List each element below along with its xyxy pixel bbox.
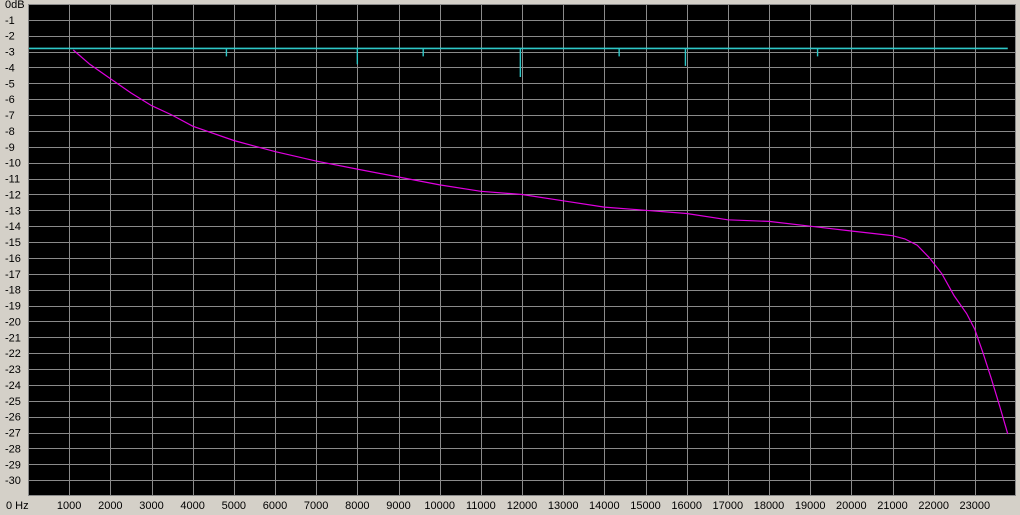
y-tick-label: -24 [5, 380, 21, 392]
x-tick-label: 3000 [139, 500, 163, 512]
x-tick-label: 12000 [507, 500, 538, 512]
x-tick-label: 23000 [960, 500, 991, 512]
x-tick-label: 20000 [836, 500, 867, 512]
x-tick-label: 4000 [180, 500, 204, 512]
x-tick-label: 19000 [795, 500, 826, 512]
y-tick-label: -27 [5, 428, 21, 440]
x-tick-label: 7000 [304, 500, 328, 512]
grid-lines [28, 4, 1016, 496]
y-tick-label: -7 [5, 110, 15, 122]
x-tick-label: 0 Hz [6, 500, 29, 512]
y-tick-label: -22 [5, 348, 21, 360]
x-tick-label: 2000 [98, 500, 122, 512]
x-axis-labels: 0 Hz 1000 2000 3000 4000 5000 6000 7000 8000 9000… [6, 500, 990, 512]
x-tick-label: 14000 [589, 500, 620, 512]
x-tick-label: 11000 [466, 500, 496, 512]
x-tick-label: 22000 [918, 500, 949, 512]
y-tick-label: -15 [5, 237, 21, 249]
y-tick-label: -11 [5, 174, 20, 186]
y-tick-label: -9 [5, 142, 15, 154]
y-tick-label: -19 [5, 301, 21, 313]
x-tick-label: 10000 [424, 500, 455, 512]
primary-series-line [72, 49, 1009, 435]
y-tick-label: -14 [5, 221, 21, 233]
y-axis-labels: 0dB -1 -2 -3 -4 -5 -6 -7 -8 -9 -10 -11 -12 -13 -14 -15 -… [5, 0, 25, 487]
y-tick-label: -30 [5, 475, 21, 487]
x-tick-label: 13000 [548, 500, 579, 512]
y-tick-label: -10 [5, 158, 21, 170]
y-tick-label: -21 [5, 332, 21, 344]
y-tick-label: -13 [5, 205, 21, 217]
y-tick-label: -28 [5, 443, 21, 455]
x-tick-label: 16000 [671, 500, 702, 512]
y-tick-label: -2 [5, 31, 15, 43]
y-tick-label: -8 [5, 126, 15, 138]
x-tick-label: 15000 [630, 500, 661, 512]
series-layer [28, 47, 1009, 435]
x-tick-label: 6000 [263, 500, 287, 512]
y-tick-label: -23 [5, 364, 21, 376]
x-tick-label: 1000 [57, 500, 81, 512]
y-tick-label: -25 [5, 396, 21, 408]
y-tick-label: -16 [5, 253, 21, 265]
y-tick-label: -3 [5, 47, 15, 59]
x-tick-label: 8000 [345, 500, 369, 512]
x-tick-label: 21000 [877, 500, 908, 512]
y-tick-label: -6 [5, 94, 15, 106]
y-tick-label: -18 [5, 285, 21, 297]
y-tick-label: -20 [5, 316, 21, 328]
x-tick-label: 5000 [222, 500, 246, 512]
y-tick-label: -17 [5, 269, 21, 281]
plot-border [28, 4, 1016, 496]
y-tick-label: -4 [5, 62, 15, 74]
x-tick-label: 18000 [754, 500, 785, 512]
x-tick-label: 17000 [713, 500, 744, 512]
x-tick-label: 9000 [386, 500, 410, 512]
y-tick-label: -12 [5, 189, 21, 201]
y-tick-label: -26 [5, 412, 21, 424]
y-tick-label: -1 [5, 15, 15, 27]
y-tick-label: -5 [5, 78, 15, 90]
y-tick-label: -29 [5, 459, 21, 471]
y-tick-label: 0dB [5, 0, 25, 11]
